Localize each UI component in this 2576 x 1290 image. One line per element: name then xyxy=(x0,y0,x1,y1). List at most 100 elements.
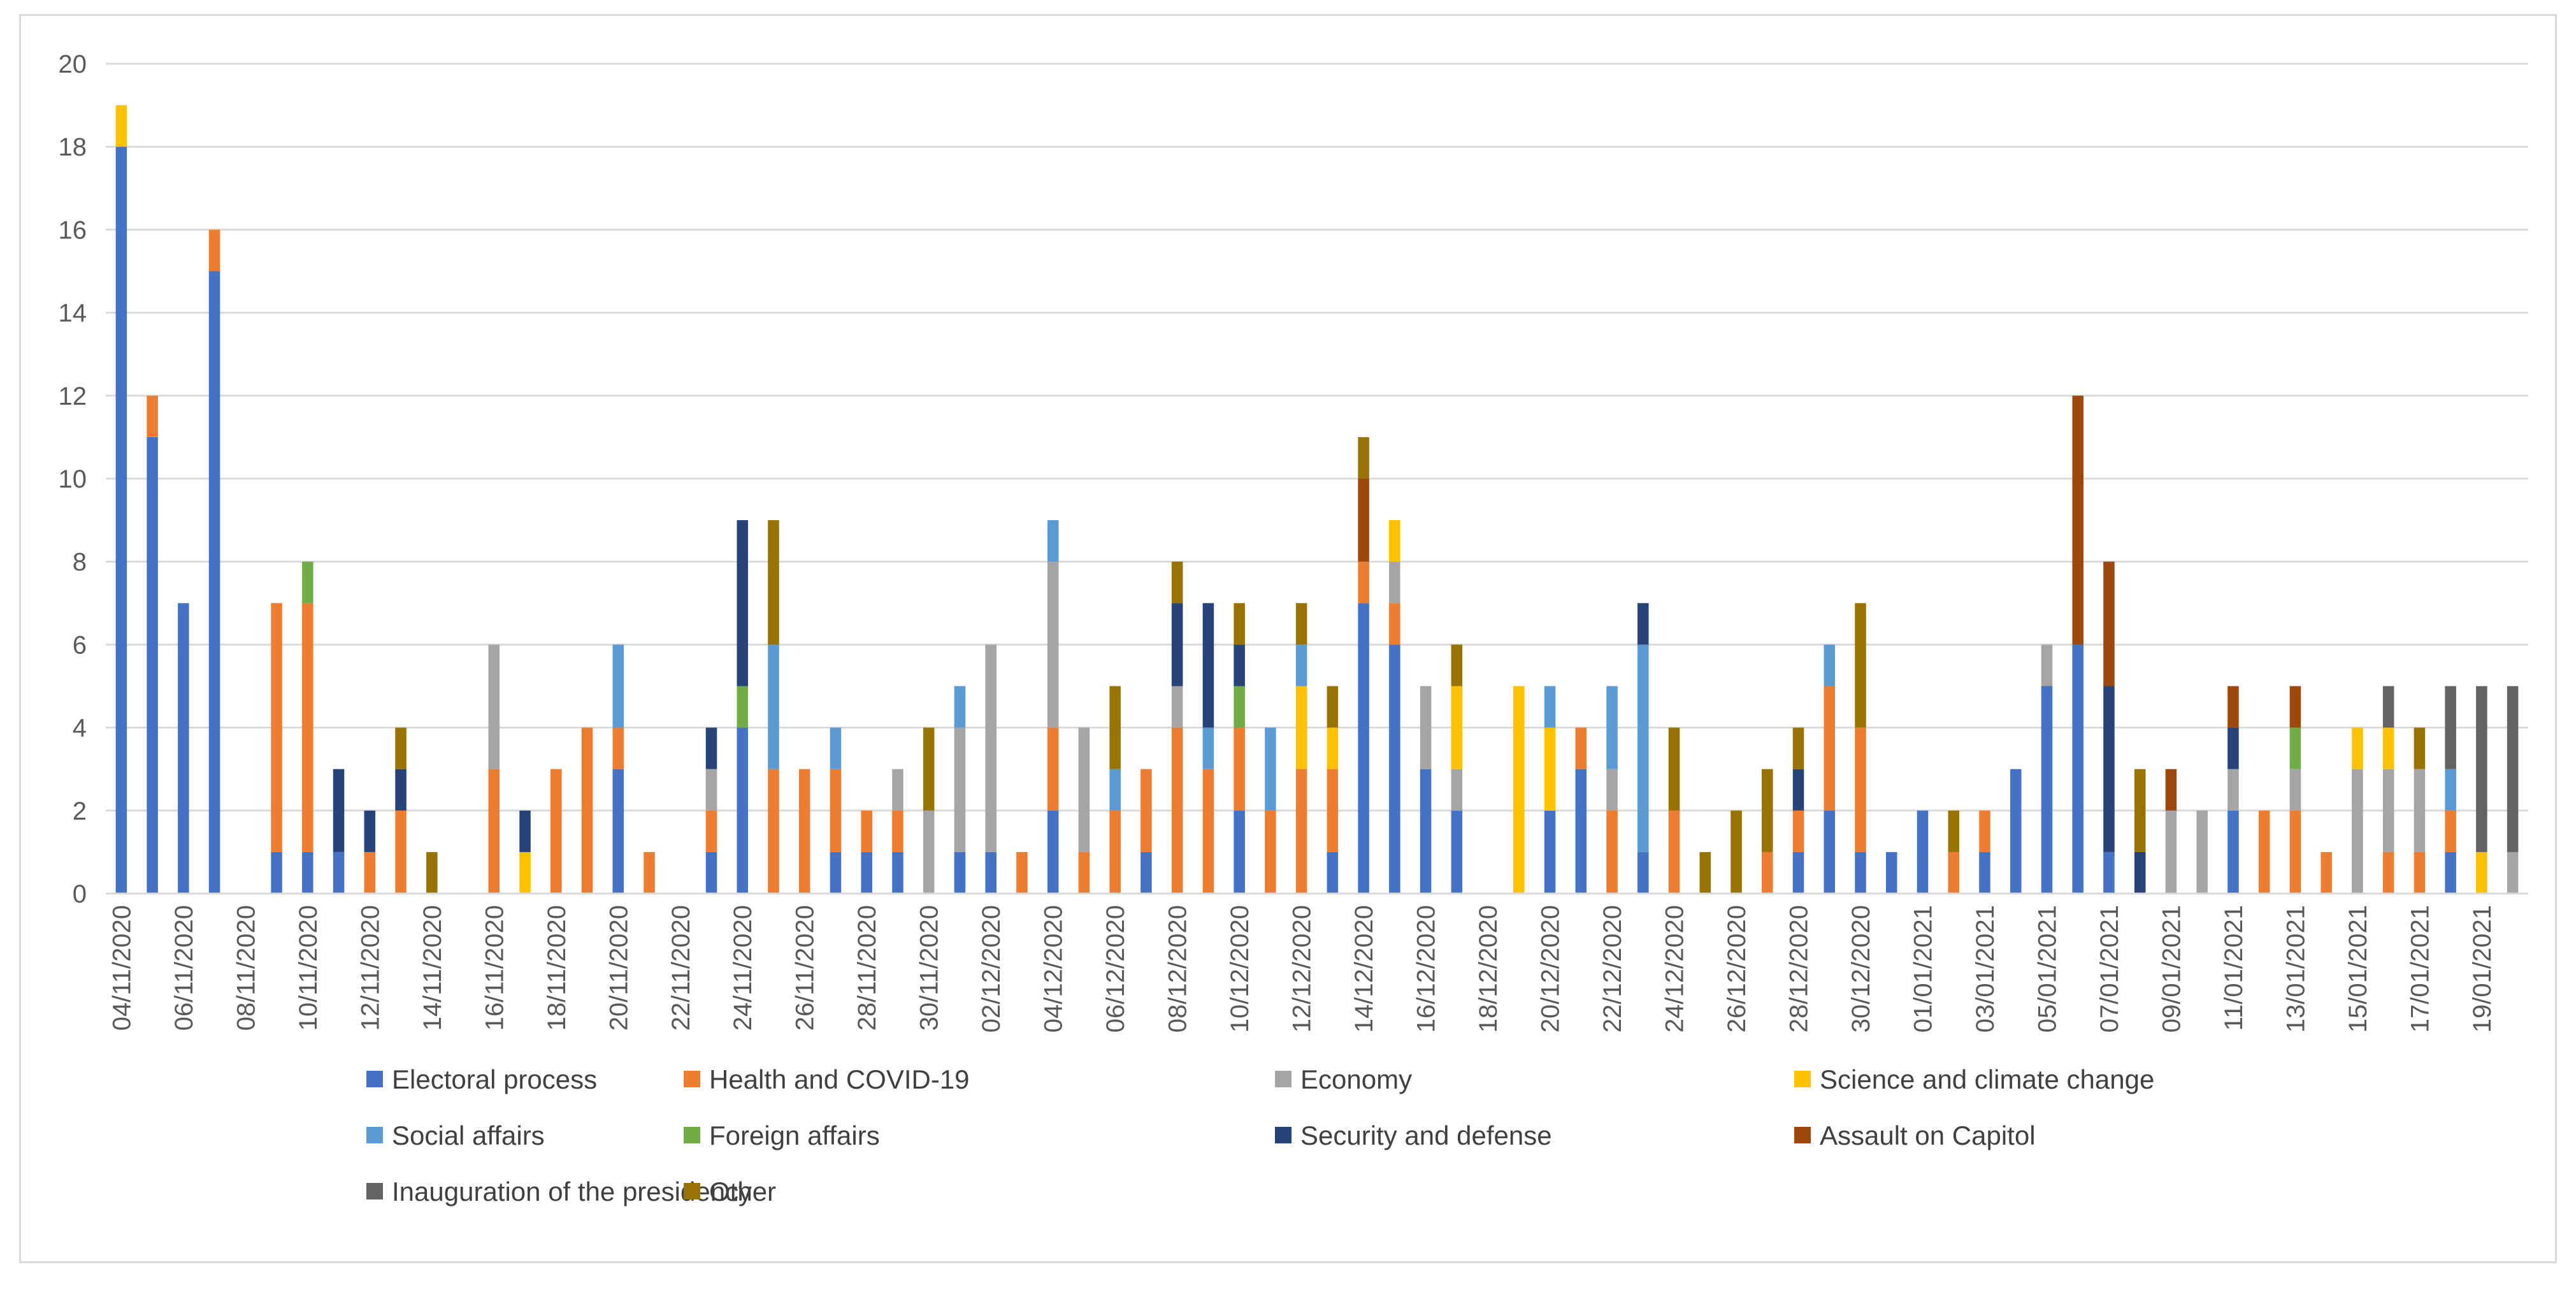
legend-label: Assault on Capitol xyxy=(1820,1120,2036,1150)
x-tick-label: 14/11/2020 xyxy=(419,905,447,1031)
bar-segment xyxy=(1140,769,1152,852)
bar-segment xyxy=(395,810,407,894)
bar-segment xyxy=(1513,686,1525,894)
bar-segment xyxy=(2507,852,2519,894)
bar-segment xyxy=(302,852,313,894)
bar-segment xyxy=(2289,769,2301,811)
x-tick-label: 18/12/2020 xyxy=(1474,905,1502,1033)
legend-item: Health and COVID-19 xyxy=(684,1064,970,1094)
bar-segment xyxy=(1792,769,1804,811)
bars xyxy=(115,105,2519,894)
bar-segment xyxy=(1358,562,1369,604)
y-tick-label: 20 xyxy=(59,50,87,78)
bar-segment xyxy=(1917,810,1929,894)
y-tick-label: 2 xyxy=(73,797,87,825)
bar-segment xyxy=(1047,810,1059,894)
x-tick-label: 06/11/2020 xyxy=(170,905,198,1031)
bar-segment xyxy=(923,810,935,894)
legend-item: Social affairs xyxy=(366,1120,545,1150)
legend-item: Foreign affairs xyxy=(684,1120,880,1150)
bar-segment xyxy=(954,852,966,894)
legend-swatch xyxy=(1794,1071,1811,1087)
bar-segment xyxy=(1047,520,1059,562)
x-tick-label: 04/12/2020 xyxy=(1040,905,1068,1033)
legend-swatch xyxy=(366,1183,383,1199)
legend-label: Science and climate change xyxy=(1820,1064,2154,1094)
bar-segment xyxy=(2476,686,2487,852)
legend-swatch xyxy=(1275,1071,1292,1087)
bar-segment xyxy=(147,437,158,894)
bar-segment xyxy=(2445,769,2456,811)
legend-label: Security and defense xyxy=(1300,1120,1552,1150)
x-tick-label: 28/11/2020 xyxy=(853,905,881,1031)
x-tick-label: 07/01/2021 xyxy=(2096,905,2124,1033)
bar-segment xyxy=(1762,769,1773,852)
bar-segment xyxy=(208,271,220,894)
x-tick-label: 22/12/2020 xyxy=(1599,905,1627,1033)
bar-segment xyxy=(302,603,313,852)
bar-segment xyxy=(1389,520,1400,562)
bar-segment xyxy=(1979,852,1990,894)
x-tick-label: 30/12/2020 xyxy=(1847,905,1875,1033)
x-tick-label: 04/11/2020 xyxy=(108,905,136,1031)
bar-segment xyxy=(1265,810,1276,894)
x-tick-label: 13/01/2021 xyxy=(2282,905,2310,1033)
bar-segment xyxy=(302,562,313,604)
bar-segment xyxy=(2165,810,2177,894)
legend-label: Social affairs xyxy=(392,1120,545,1150)
bar-segment xyxy=(1171,727,1183,894)
chart-frame: 0 2 4 6 8 10 12 14 16 18 20 04/11/2020 06/11/2020 08… xyxy=(19,14,2557,1263)
bar-segment xyxy=(1451,686,1463,769)
legend-label: Health and COVID-19 xyxy=(709,1064,970,1094)
bar-segment xyxy=(1109,810,1121,894)
bar-segment xyxy=(1637,603,1649,645)
bar-segment xyxy=(830,852,842,894)
y-tick-label: 0 xyxy=(73,880,87,908)
bar-segment xyxy=(1295,686,1307,769)
bar-segment xyxy=(581,727,593,894)
bar-segment xyxy=(2134,769,2146,852)
bar-segment xyxy=(2227,810,2239,894)
bar-segment xyxy=(1389,644,1400,894)
legend-label: Electoral process xyxy=(392,1064,597,1094)
x-tick-label: 10/11/2020 xyxy=(294,905,322,1031)
legend-swatch xyxy=(1275,1127,1292,1143)
y-tick-label: 8 xyxy=(73,548,87,576)
legend-swatch xyxy=(684,1071,700,1087)
bar-segment xyxy=(1762,852,1773,894)
bar-segment xyxy=(2507,686,2519,852)
bar-segment xyxy=(115,147,127,894)
bar-segment xyxy=(2445,852,2456,894)
bar-segment xyxy=(1358,603,1369,894)
bar-segment xyxy=(2382,852,2394,894)
bar-segment xyxy=(2041,686,2053,894)
bar-segment xyxy=(737,686,749,728)
bar-segment xyxy=(1047,727,1059,811)
bar-segment xyxy=(1637,852,1649,894)
bar-segment xyxy=(1047,562,1059,728)
bar-segment xyxy=(1885,852,1897,894)
x-tick-label: 06/12/2020 xyxy=(1102,905,1130,1033)
x-tick-label: 30/11/2020 xyxy=(916,905,944,1031)
bar-segment xyxy=(1389,562,1400,604)
bar-segment xyxy=(705,769,717,811)
bar-segment xyxy=(333,769,345,852)
x-tick-label: 10/12/2020 xyxy=(1226,905,1254,1033)
bar-segment xyxy=(1358,437,1369,479)
bar-segment xyxy=(395,769,407,811)
bar-segment xyxy=(488,769,500,894)
legend-item: Assault on Capitol xyxy=(1794,1120,2036,1150)
bar-segment xyxy=(2103,562,2115,686)
bar-segment xyxy=(364,810,376,852)
bar-segment xyxy=(1606,810,1618,894)
x-tick-label: 16/11/2020 xyxy=(480,905,508,1031)
bar-segment xyxy=(2445,810,2456,852)
bar-segment xyxy=(147,395,158,437)
bar-segment xyxy=(2289,727,2301,769)
legend-label: Economy xyxy=(1300,1064,1412,1094)
bar-segment xyxy=(1358,479,1369,562)
x-tick-label: 20/11/2020 xyxy=(605,905,633,1031)
legend-swatch xyxy=(1794,1127,1811,1143)
bar-segment xyxy=(1389,603,1400,645)
bar-segment xyxy=(2289,686,2301,728)
